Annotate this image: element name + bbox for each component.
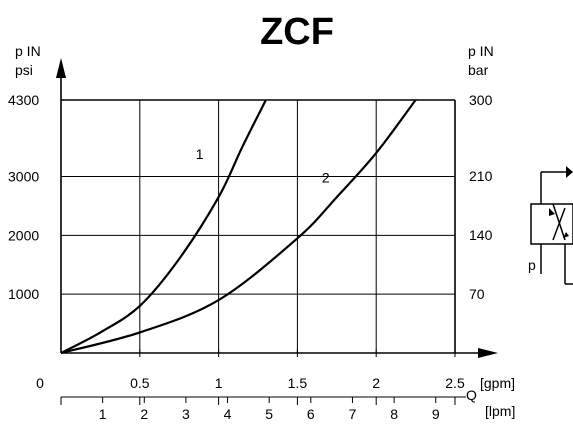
series-label-2: 2 [322,169,330,185]
port-label: p [528,257,536,273]
x-lpm-unit: [lpm] [485,403,515,419]
y-right-tick-label: 300 [469,92,493,108]
y-right-tick-label: 140 [469,227,493,243]
chart-title: ZCF [260,11,334,53]
x-gpm-tick-label: 0 [36,375,44,391]
series-layer: 12 [60,99,417,355]
x-gpm-tick-label: 1 [215,375,223,391]
y-right-tick-label: 70 [469,286,485,302]
valve-symbol-icon [530,166,573,285]
tick-layer: 0 0.5 1 1.5 2 2.51 2 3 4 5 6 7 8 91000200030004300701… [8,92,493,422]
x-lpm-tick-label: 8 [390,406,398,422]
x-lpm-tick-label: 1 [99,406,107,422]
y-left-tick-label: 4300 [8,92,39,108]
axes-layer [56,58,498,358]
y-left-tick-label: 2000 [8,227,39,243]
y-right-label-top: p IN [468,43,494,59]
x-lpm-tick-label: 4 [224,406,232,422]
series-label-1: 1 [196,146,204,162]
x-axis-arrow-icon [478,348,498,358]
x-gpm-tick-label: 0.5 [130,375,150,391]
x-gpm-unit: [gpm] [480,375,515,391]
x-lpm-tick-label: 6 [307,406,315,422]
x-lpm-tick-label: 2 [140,406,148,422]
x-lpm-tick-label: 9 [432,406,440,422]
x-gpm-tick-label: 1.5 [288,375,308,391]
y-right-tick-label: 210 [469,168,493,184]
x-axis-symbol: Q [466,387,477,403]
y-axis-arrow-icon [56,58,66,78]
y-left-unit: psi [15,62,33,78]
x-lpm-tick-label: 7 [349,406,357,422]
grid-layer [61,100,455,353]
x-lpm-tick-label: 5 [265,406,273,422]
x-lpm-tick-label: 3 [182,406,190,422]
y-left-label-top: p IN [15,43,41,59]
y-left-tick-label: 1000 [8,286,39,302]
series-line-1 [60,99,267,354]
y-left-tick-label: 3000 [8,168,39,184]
x-gpm-tick-label: 2 [372,375,380,391]
y-right-unit: bar [468,62,489,78]
x-gpm-tick-label: 2.5 [445,375,465,391]
series-line-2 [60,99,417,355]
